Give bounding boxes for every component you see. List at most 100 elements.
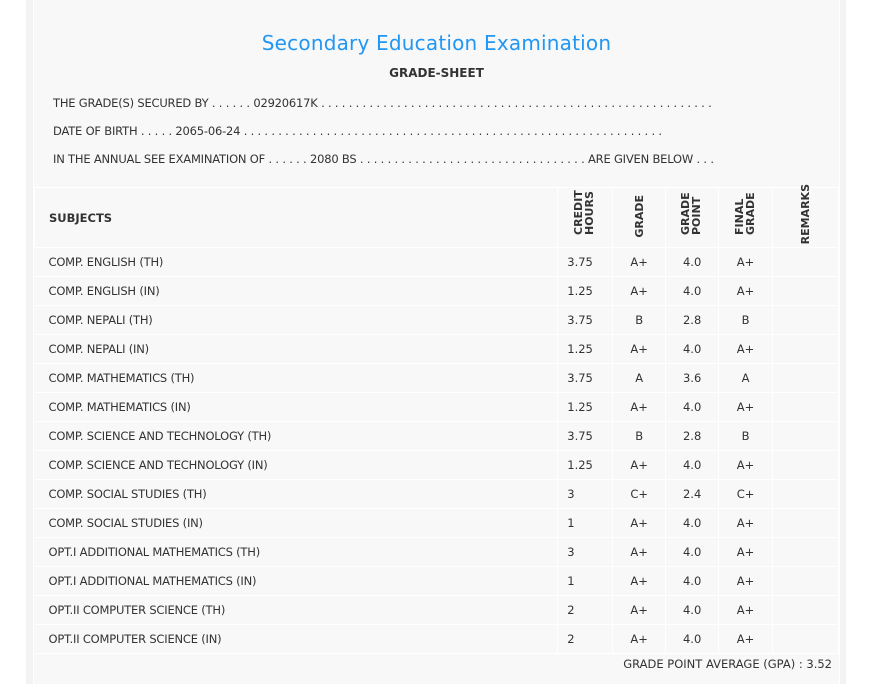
- final-grade-cell: A+: [718, 247, 774, 278]
- table-row: COMP. SCIENCE AND TECHNOLOGY (IN) 1.25 A+ 4…: [34, 450, 839, 481]
- grade-cell: A+: [612, 566, 667, 597]
- credit-hours-cell: 1: [557, 566, 614, 597]
- table-row: COMP. MATHEMATICS (TH) 3.75 A 3.6 A: [34, 363, 839, 394]
- credit-hours-cell: 1.25: [557, 276, 614, 307]
- grade-cell: B: [612, 305, 667, 336]
- grade-cell: A+: [612, 450, 667, 481]
- final-grade-cell: A+: [718, 595, 774, 626]
- remarks-cell: [772, 392, 839, 423]
- subject-cell: COMP. MATHEMATICS (TH): [34, 363, 559, 394]
- table-row: COMP. ENGLISH (TH) 3.75 A+ 4.0 A+: [34, 247, 839, 278]
- subject-cell: COMP. SOCIAL STUDIES (TH): [34, 479, 559, 510]
- table-row: COMP. NEPALI (TH) 3.75 B 2.8 B: [34, 305, 839, 336]
- table-row: COMP. SCIENCE AND TECHNOLOGY (TH) 3.75 B 2.…: [34, 421, 839, 452]
- credit-hours-cell: 3: [557, 537, 614, 568]
- credit-hours-cell: 1.25: [557, 334, 614, 365]
- grade-point-cell: 4.0: [665, 537, 720, 568]
- remarks-cell: [772, 624, 839, 655]
- grade-cell: A+: [612, 247, 667, 278]
- remarks-cell: [772, 508, 839, 539]
- grade-point-cell: 4.0: [665, 276, 720, 307]
- remarks-cell: [772, 595, 839, 626]
- grade-cell: A+: [612, 508, 667, 539]
- final-grade-cell: A+: [718, 624, 774, 655]
- subject-cell: COMP. MATHEMATICS (IN): [34, 392, 559, 423]
- grade-point-cell: 4.0: [665, 392, 720, 423]
- credit-hours-cell: 3.75: [557, 305, 614, 336]
- final-grade-cell: A+: [718, 276, 774, 307]
- final-grade-cell: A+: [718, 566, 774, 597]
- table-row: OPT.II COMPUTER SCIENCE (IN) 2 A+ 4.0 A+: [34, 624, 839, 655]
- grade-point-cell: 2.8: [665, 421, 720, 452]
- secured-by-line: THE GRADE(S) SECURED BY . . . . . . 0292…: [53, 96, 712, 110]
- subject-cell: OPT.I ADDITIONAL MATHEMATICS (TH): [34, 537, 559, 568]
- table-row: OPT.I ADDITIONAL MATHEMATICS (TH) 3 A+ 4.0 A…: [34, 537, 839, 568]
- grade-cell: A+: [612, 595, 667, 626]
- subject-cell: COMP. NEPALI (IN): [34, 334, 559, 365]
- final-grade-cell: B: [718, 305, 774, 336]
- credit-hours-cell: 1.25: [557, 450, 614, 481]
- subject-cell: COMP. SOCIAL STUDIES (IN): [34, 508, 559, 539]
- grade-point-cell: 4.0: [665, 334, 720, 365]
- table-row: OPT.II COMPUTER SCIENCE (TH) 2 A+ 4.0 A+: [34, 595, 839, 626]
- table-row: COMP. SOCIAL STUDIES (IN) 1 A+ 4.0 A+: [34, 508, 839, 539]
- credit-hours-cell: 1: [557, 508, 614, 539]
- credit-hours-cell: 3.75: [557, 363, 614, 394]
- grade-point-cell: 4.0: [665, 508, 720, 539]
- grade-sheet-heading: GRADE-SHEET: [389, 66, 484, 80]
- remarks-cell: [772, 334, 839, 365]
- credit-hours-cell: 3: [557, 479, 614, 510]
- subject-cell: COMP. SCIENCE AND TECHNOLOGY (IN): [34, 450, 559, 481]
- table-row: COMP. ENGLISH (IN) 1.25 A+ 4.0 A+: [34, 276, 839, 307]
- grade-cell: A+: [612, 334, 667, 365]
- final-grade-cell: A+: [718, 450, 774, 481]
- credit-hours-cell: 3.75: [557, 421, 614, 452]
- subject-cell: OPT.II COMPUTER SCIENCE (IN): [34, 624, 559, 655]
- table-header-row: SUBJECTS CREDIT HOURS GRADE GRADE POINT …: [33, 184, 839, 249]
- grade-cell: A: [612, 363, 667, 394]
- grade-point-cell: 4.0: [665, 247, 720, 278]
- column-header-subjects: SUBJECTS: [33, 186, 559, 249]
- subject-cell: COMP. ENGLISH (IN): [34, 276, 559, 307]
- subject-cell: OPT.I ADDITIONAL MATHEMATICS (IN): [34, 566, 559, 597]
- remarks-cell: [772, 537, 839, 568]
- grade-point-cell: 3.6: [665, 363, 720, 394]
- grade-cell: A+: [612, 624, 667, 655]
- subject-cell: OPT.II COMPUTER SCIENCE (TH): [34, 595, 559, 626]
- grade-cell: C+: [612, 479, 667, 510]
- gpa-summary: GRADE POINT AVERAGE (GPA) : 3.52: [623, 657, 832, 671]
- remarks-cell: [772, 305, 839, 336]
- column-header-credit-hours: CREDIT HOURS: [557, 186, 614, 249]
- grade-point-cell: 4.0: [665, 450, 720, 481]
- final-grade-cell: C+: [718, 479, 774, 510]
- subject-cell: COMP. ENGLISH (TH): [34, 247, 559, 278]
- remarks-cell: [772, 363, 839, 394]
- remarks-cell: [772, 566, 839, 597]
- remarks-cell: [772, 450, 839, 481]
- table-row: COMP. MATHEMATICS (IN) 1.25 A+ 4.0 A+: [34, 392, 839, 423]
- remarks-cell: [772, 421, 839, 452]
- grade-point-cell: 2.4: [665, 479, 720, 510]
- column-header-remarks: REMARKS: [772, 184, 839, 249]
- grades-table: SUBJECTS CREDIT HOURS GRADE GRADE POINT …: [33, 184, 839, 655]
- grade-sheet: Secondary Education Examination GRADE-SH…: [33, 0, 840, 684]
- remarks-cell: [772, 276, 839, 307]
- credit-hours-cell: 3.75: [557, 247, 614, 278]
- final-grade-cell: A+: [718, 334, 774, 365]
- subject-cell: COMP. NEPALI (TH): [34, 305, 559, 336]
- credit-hours-cell: 2: [557, 595, 614, 626]
- exam-title: Secondary Education Examination: [261, 31, 612, 55]
- final-grade-cell: A: [718, 363, 774, 394]
- grade-point-cell: 2.8: [665, 305, 720, 336]
- column-header-grade-point: GRADE POINT: [665, 186, 720, 249]
- grade-cell: A+: [612, 537, 667, 568]
- remarks-cell: [772, 479, 839, 510]
- table-row: COMP. NEPALI (IN) 1.25 A+ 4.0 A+: [34, 334, 839, 365]
- grade-point-cell: 4.0: [665, 595, 720, 626]
- table-row: COMP. SOCIAL STUDIES (TH) 3 C+ 2.4 C+: [34, 479, 839, 510]
- date-of-birth-line: DATE OF BIRTH . . . . . 2065-06-24 . . .…: [53, 124, 662, 138]
- grade-cell: A+: [612, 392, 667, 423]
- column-header-grade: GRADE: [612, 186, 667, 249]
- table-row: OPT.I ADDITIONAL MATHEMATICS (IN) 1 A+ 4.0 A…: [34, 566, 839, 597]
- credit-hours-cell: 1.25: [557, 392, 614, 423]
